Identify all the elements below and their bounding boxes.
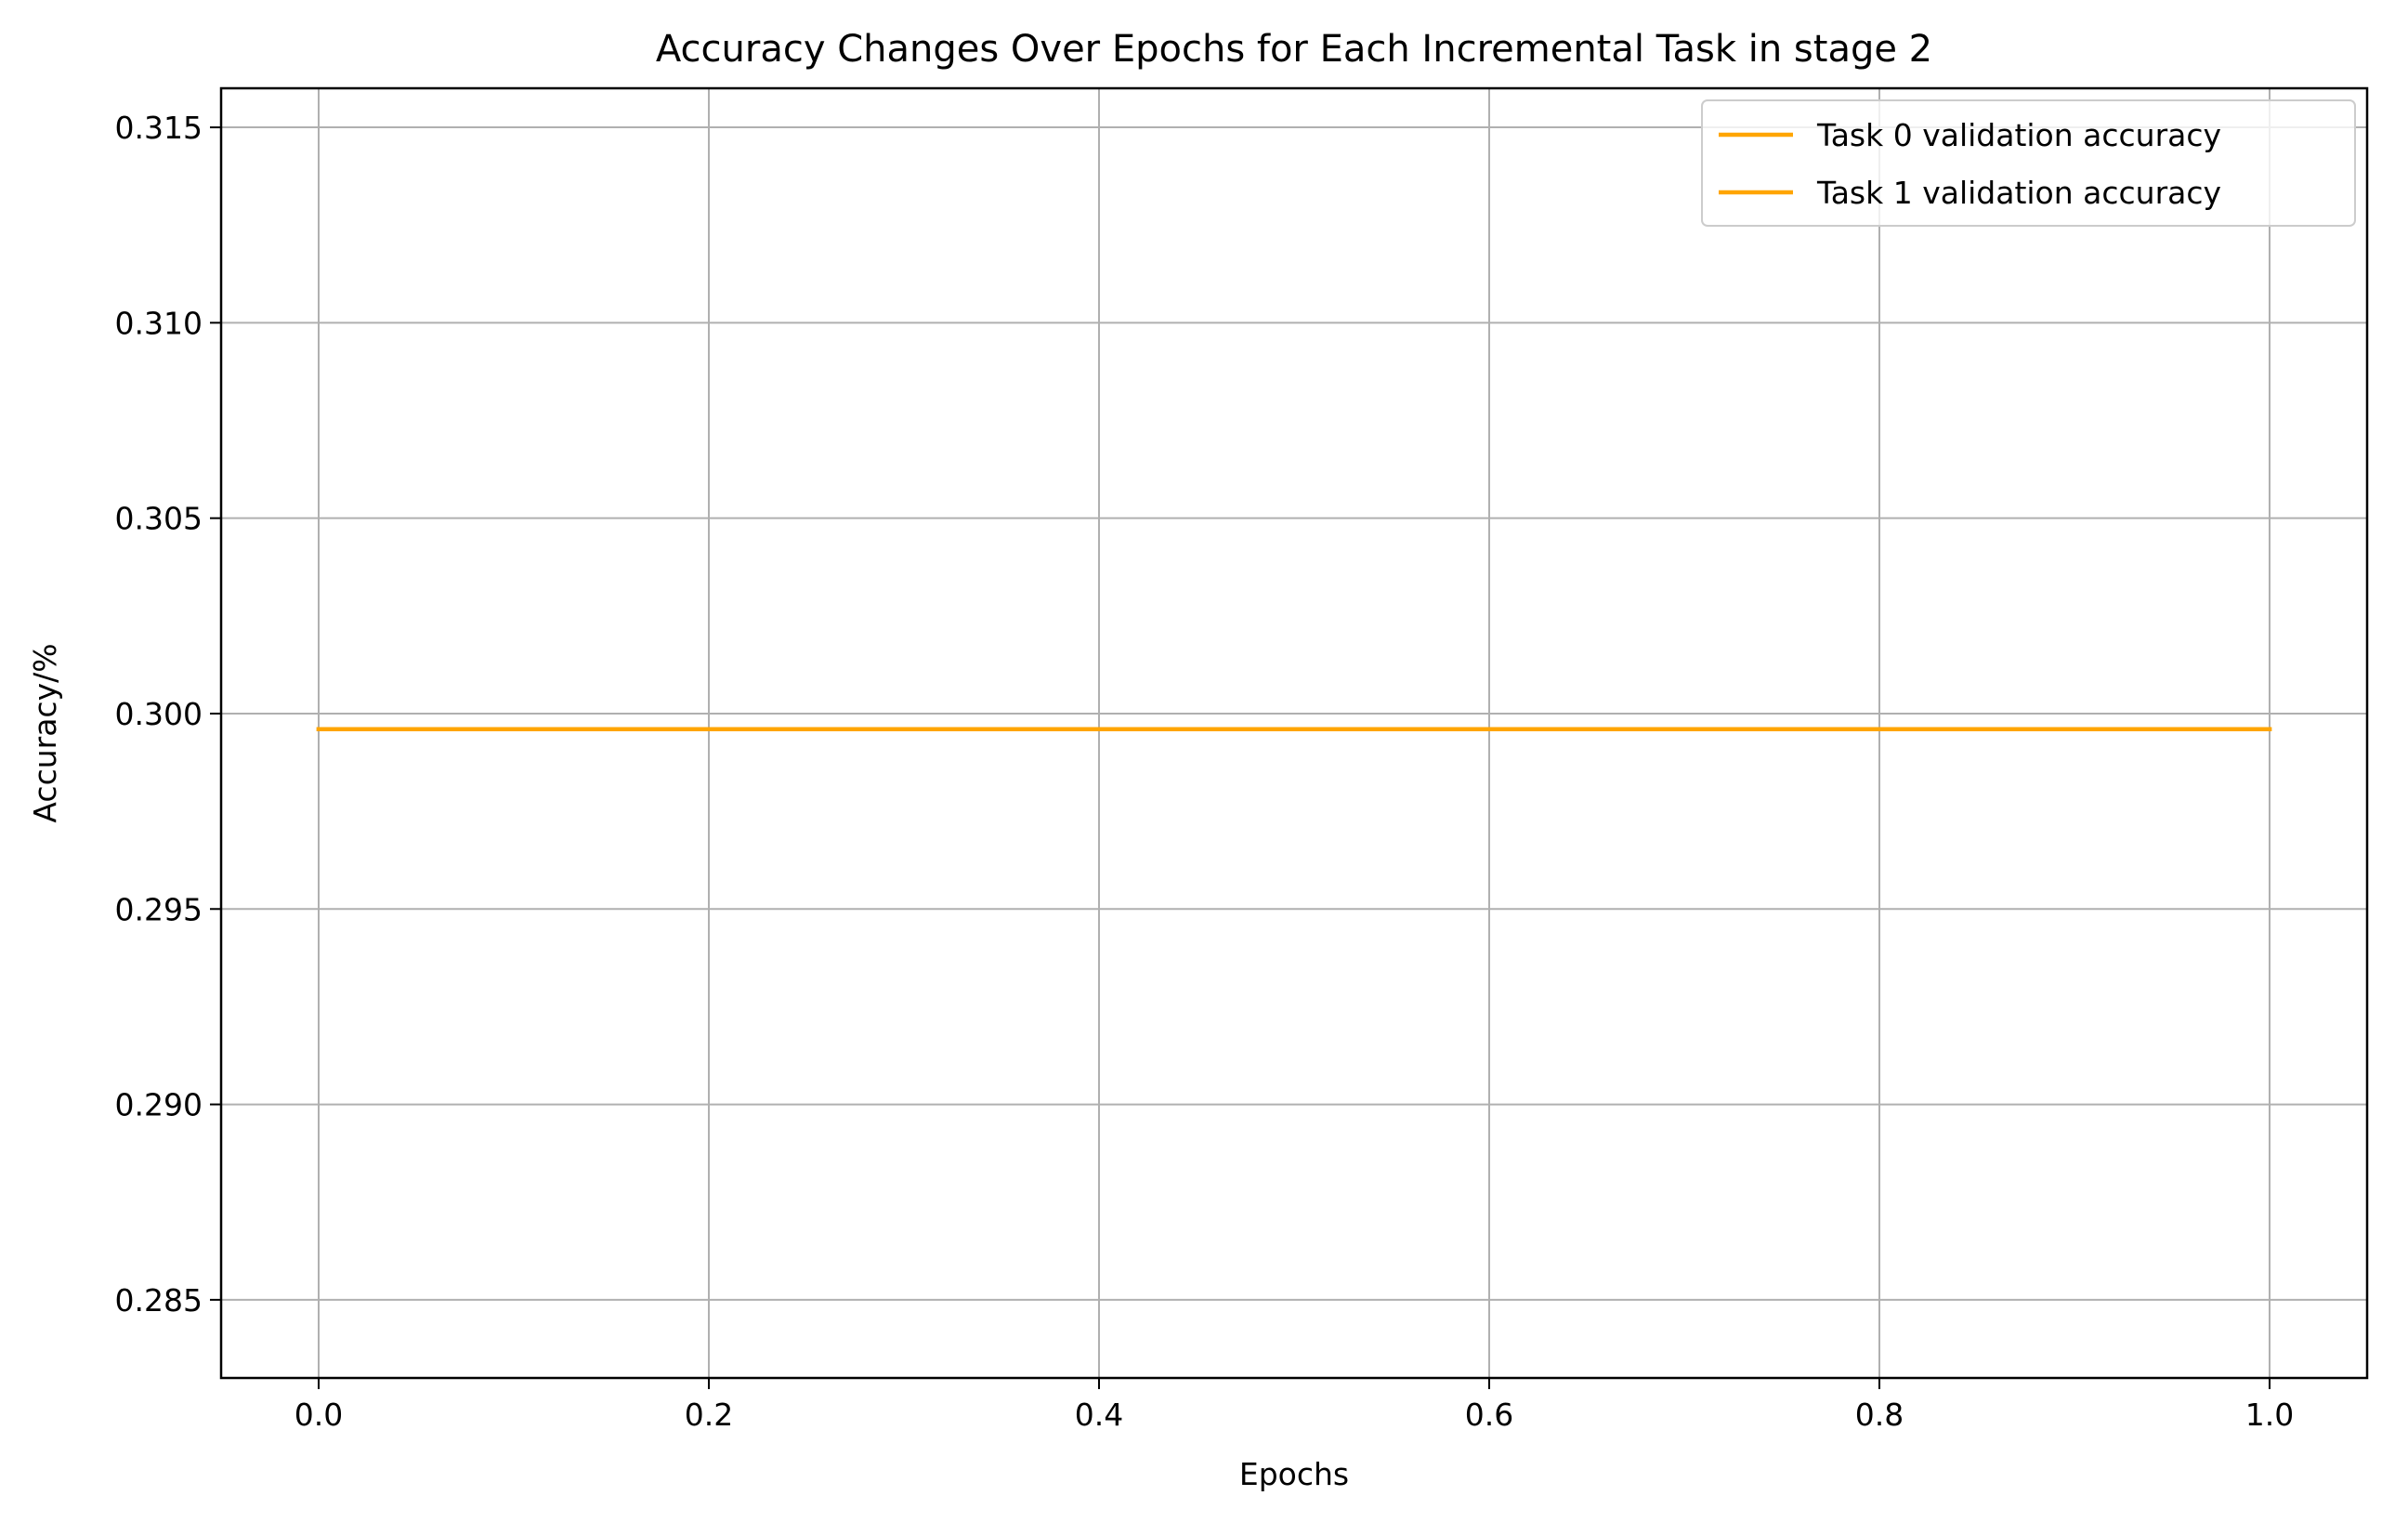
chart-title: Accuracy Changes Over Epochs for Each In… xyxy=(656,28,1932,71)
x-tick-label: 0.8 xyxy=(1855,1397,1904,1433)
x-tick-label: 0.2 xyxy=(685,1397,733,1433)
y-axis-label: Accuracy/% xyxy=(27,643,63,822)
x-axis-label: Epochs xyxy=(1239,1456,1349,1492)
y-tick-label: 0.310 xyxy=(115,305,203,341)
y-tick-label: 0.285 xyxy=(115,1282,203,1319)
legend-label-task-1: Task 1 validation accuracy xyxy=(1816,175,2221,211)
x-tick-label: 0.6 xyxy=(1465,1397,1513,1433)
x-tick-label: 1.0 xyxy=(2245,1397,2294,1433)
legend-label-task-0: Task 0 validation accuracy xyxy=(1816,117,2221,153)
y-tick-label: 0.290 xyxy=(115,1087,203,1123)
plot-frame xyxy=(219,86,2369,1380)
axis-ticks: 0.0 0.2 0.4 0.6 0.8 1.0 0.285 0.290 0.295 0.300 0.… xyxy=(115,110,2295,1433)
x-tick-label: 0.0 xyxy=(294,1397,343,1433)
y-tick-label: 0.295 xyxy=(115,891,203,927)
x-tick-label: 0.4 xyxy=(1075,1397,1123,1433)
y-tick-label: 0.315 xyxy=(115,110,203,146)
legend: Task 0 validation accuracy Task 1 validat… xyxy=(1701,99,2356,227)
legend-box xyxy=(1701,99,2356,227)
y-tick-label: 0.300 xyxy=(115,696,203,732)
y-tick-label: 0.305 xyxy=(115,501,203,537)
